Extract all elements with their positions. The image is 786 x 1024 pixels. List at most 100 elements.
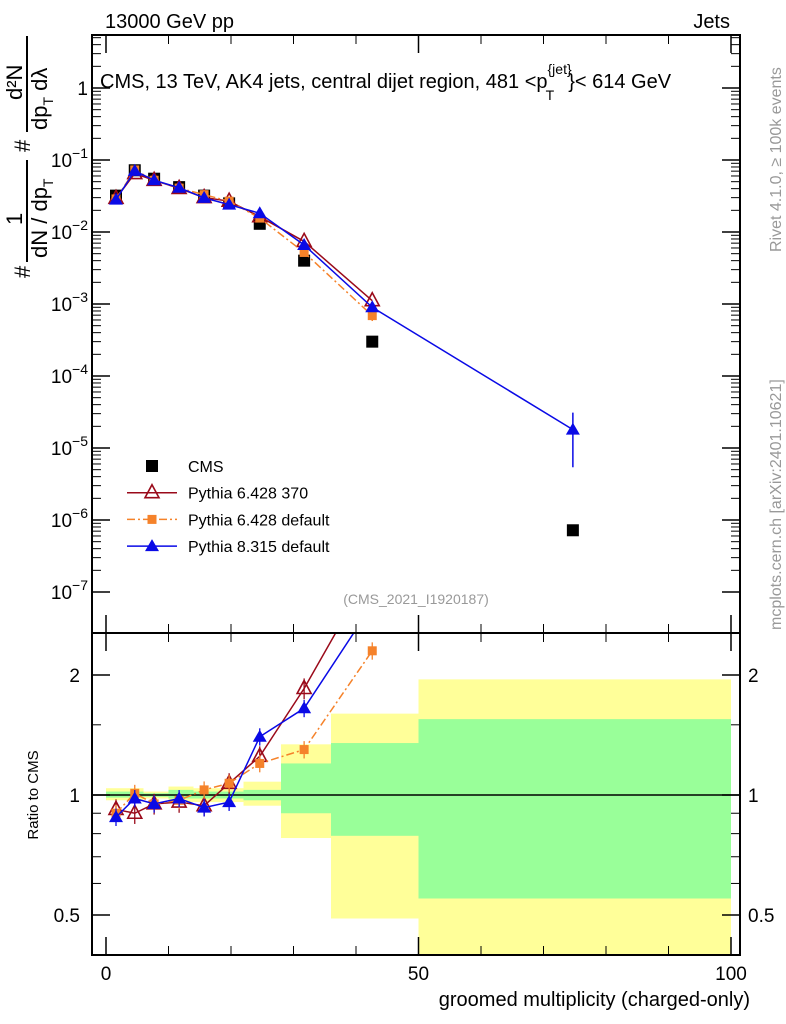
- x-axis-title: groomed multiplicity (charged-only): [439, 989, 750, 1011]
- y-tick-label: 10−7: [51, 577, 88, 604]
- legend-label-cms: CMS: [188, 459, 224, 476]
- point-pythia-8-315-default-6: [252, 206, 267, 219]
- mcplots-text: mcplots.cern.ch [arXiv:2401.10621]: [768, 379, 785, 630]
- ylabel-den2-a: dp: [27, 106, 52, 130]
- y-tick-base: 10: [51, 511, 72, 532]
- point-pythia-8-315-default-1: [127, 163, 142, 176]
- legend: CMS Pythia 6.428 370 Pythia 6.428 default P…: [127, 459, 330, 556]
- y-tick-base: 10: [51, 367, 72, 388]
- ratio-y-tick-label: 2: [69, 666, 80, 687]
- ratio-point-pythia-8-315-default-1: [127, 791, 142, 804]
- band-green-5: [281, 763, 331, 814]
- band-green-7: [418, 719, 731, 899]
- point-cms-8: [366, 335, 379, 348]
- ylabel-den2: dpT dλ: [27, 68, 56, 130]
- y-tick-base: 1: [77, 79, 88, 100]
- point-pythia-8-315-default-3: [172, 180, 187, 193]
- y-tick-label: 1: [77, 79, 88, 100]
- point-pythia-8-315-default-5: [222, 197, 237, 210]
- ratio-point-pythia-8-315-default-3: [172, 791, 187, 804]
- ratio-y-tick-label-right: 0.5: [748, 906, 774, 927]
- y-tick-label: 10−2: [51, 217, 88, 244]
- ylabel-num2: d²N: [2, 65, 27, 100]
- ratio-point-pythia-6-428-370-7: [295, 678, 313, 695]
- y-tick-exp: −5: [72, 433, 88, 449]
- main-plot: [107, 163, 580, 537]
- ratio-point-pythia-8-315-default-2: [147, 796, 162, 809]
- ratio-point-pythia-8-315-default-6: [252, 729, 267, 742]
- ratio-y-axis-title: Ratio to CMS: [25, 750, 42, 839]
- ylabel-den1: dN / dpT: [27, 178, 56, 258]
- ratio-point-pythia-6-428-default-4: [199, 785, 209, 795]
- point-cms-9: [566, 524, 579, 537]
- legend-marker-pythia-6-428-default: [147, 514, 157, 524]
- legend-marker-cms: [146, 460, 158, 472]
- ratio-point-pythia-6-428-370-1: [126, 803, 144, 820]
- rivet-version-text: Rivet 4.1.0, ≥ 100k events: [768, 67, 785, 252]
- point-pythia-8-315-default-8: [365, 300, 380, 313]
- point-pythia-6-428-default-7: [299, 247, 309, 257]
- ratio-frame: [91, 632, 741, 956]
- ratio-point-pythia-6-428-default-7: [299, 745, 309, 755]
- analysis-watermark: (CMS_2021_I1920187): [343, 591, 489, 607]
- y-tick-exp: −7: [72, 577, 88, 593]
- y-tick-base: 10: [51, 223, 72, 244]
- point-cms-7: [298, 254, 311, 267]
- ratio-y-tick-label: 1: [69, 786, 80, 807]
- y-tick-label: 10−1: [51, 145, 88, 172]
- plot-title: CMS, 13 TeV, AK4 jets, central dijet reg…: [100, 61, 672, 103]
- ylabel-num1: 1: [2, 213, 27, 225]
- title-pre: CMS, 13 TeV, AK4 jets, central dijet reg…: [100, 71, 548, 93]
- ratio-line-pythia-8-315-default: [115, 633, 355, 818]
- ylabel-hash1: #: [10, 265, 35, 278]
- x-tick-label: 100: [715, 964, 747, 985]
- ratio-point-pythia-8-315-default-7: [297, 701, 312, 714]
- line-pythia-6-428-370: [115, 172, 373, 302]
- ratio-point-pythia-6-428-default-5: [224, 778, 234, 788]
- header-left: 13000 GeV pp: [105, 11, 234, 33]
- x-tick-label: 50: [408, 964, 429, 985]
- band-green-6: [331, 743, 419, 836]
- band-green-2: [168, 789, 194, 799]
- ratio-point-pythia-6-428-default-6: [255, 758, 265, 768]
- y-tick-label: 10−4: [51, 361, 88, 388]
- y-tick-base: 10: [51, 583, 72, 604]
- title-sup: {jet}: [548, 61, 572, 77]
- y-tick-base: 10: [51, 295, 72, 316]
- ratio-point-pythia-8-315-default-0: [109, 810, 123, 823]
- ylabel-hash2: #: [10, 139, 35, 152]
- y-tick-exp: −3: [72, 289, 88, 305]
- header-right: Jets: [693, 11, 730, 33]
- y-tick-label: 10−3: [51, 289, 88, 316]
- y-tick-exp: −4: [72, 361, 88, 377]
- line-pythia-8-315-default: [115, 169, 574, 431]
- y-tick-exp: −1: [72, 145, 88, 161]
- x-tick-label: 0: [101, 964, 112, 985]
- ratio-point-pythia-6-428-default-8: [367, 646, 377, 656]
- ratio-y-tick-label: 0.5: [54, 906, 80, 927]
- y-tick-label: 10−6: [51, 505, 88, 532]
- point-pythia-6-428-default-8: [367, 311, 377, 321]
- legend-label-pythia-8-315-default: Pythia 8.315 default: [188, 539, 330, 556]
- legend-marker-pythia-6-428-370: [143, 483, 161, 499]
- point-pythia-8-315-default-7: [297, 237, 312, 250]
- point-pythia-8-315-default-4: [197, 190, 212, 203]
- ratio-y-tick-label-right: 2: [748, 666, 759, 687]
- ylabel-sub2: T: [40, 97, 56, 106]
- axes: 110−110−210−310−410−510−610−72 21 10.5 0.50…: [51, 35, 774, 985]
- ratio-y-tick-label-right: 1: [748, 786, 759, 807]
- ratio-uncertainty-bands: [106, 679, 731, 955]
- y-tick-base: 10: [51, 439, 72, 460]
- legend-marker-pythia-8-315-default: [145, 539, 159, 552]
- y-tick-base: 10: [51, 151, 72, 172]
- ylabel-den2-b: dλ: [27, 68, 52, 97]
- legend-label-pythia-6-428-370: Pythia 6.428 370: [188, 486, 308, 503]
- ratio-point-pythia-8-315-default-4: [197, 800, 212, 813]
- point-pythia-8-315-default-0: [109, 192, 123, 205]
- y-tick-label: 10−5: [51, 433, 88, 460]
- y-axis-title: # 1 dN / dpT # d²N dpT dλ: [2, 36, 56, 278]
- line-pythia-6-428-default: [115, 168, 373, 317]
- legend-label-pythia-6-428-default: Pythia 6.428 default: [188, 512, 330, 529]
